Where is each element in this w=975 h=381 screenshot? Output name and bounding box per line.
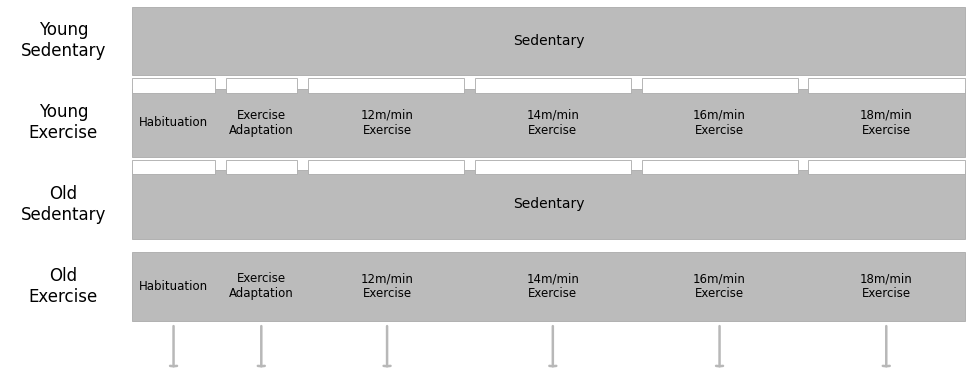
Bar: [132, 78, 215, 93]
Bar: [132, 170, 965, 239]
Text: Exercise
Adaptation: Exercise Adaptation: [229, 272, 293, 300]
Bar: [132, 252, 965, 321]
Bar: [132, 88, 965, 157]
Text: 12m/min
Exercise: 12m/min Exercise: [361, 272, 413, 300]
Bar: [308, 78, 464, 93]
Text: 14m/min
Exercise: 14m/min Exercise: [526, 272, 579, 300]
Text: Young
Exercise: Young Exercise: [28, 103, 98, 142]
Text: 16m/min
Exercise: 16m/min Exercise: [693, 109, 746, 137]
Text: Old
Exercise: Old Exercise: [28, 267, 98, 306]
Bar: [475, 78, 631, 93]
Bar: [226, 160, 297, 174]
Text: 16m/min
Exercise: 16m/min Exercise: [693, 272, 746, 300]
Text: Sedentary: Sedentary: [513, 197, 585, 211]
Text: Sedentary: Sedentary: [513, 34, 585, 48]
Text: 14m/min
Exercise: 14m/min Exercise: [526, 109, 579, 137]
Text: Exercise
Adaptation: Exercise Adaptation: [229, 109, 293, 137]
Bar: [642, 160, 798, 174]
Bar: [808, 78, 965, 93]
Text: 12m/min
Exercise: 12m/min Exercise: [361, 109, 413, 137]
Bar: [475, 160, 631, 174]
Bar: [642, 78, 798, 93]
Text: Old
Sedentary: Old Sedentary: [20, 185, 106, 224]
Text: 18m/min
Exercise: 18m/min Exercise: [860, 109, 913, 137]
Text: 18m/min
Exercise: 18m/min Exercise: [860, 272, 913, 300]
Bar: [132, 160, 215, 174]
Bar: [226, 78, 297, 93]
Bar: [132, 7, 965, 75]
Text: Habituation: Habituation: [139, 116, 208, 129]
Text: Habituation: Habituation: [139, 280, 208, 293]
Bar: [808, 160, 965, 174]
Bar: [308, 160, 464, 174]
Text: Young
Sedentary: Young Sedentary: [20, 21, 106, 60]
